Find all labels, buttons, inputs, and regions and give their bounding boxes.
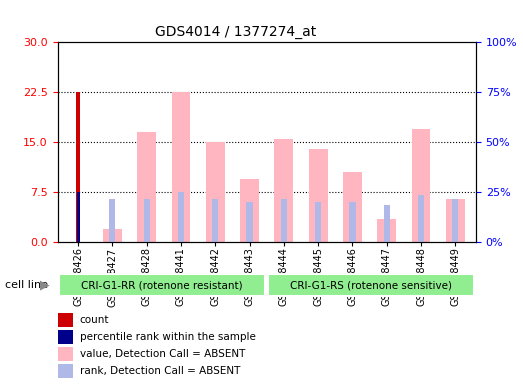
FancyBboxPatch shape (59, 274, 265, 296)
Bar (281, 199, 287, 242)
Bar (377, 218, 396, 242)
Bar (240, 179, 259, 242)
Text: value, Detection Call = ABSENT: value, Detection Call = ABSENT (79, 349, 245, 359)
Bar (137, 132, 156, 242)
Bar (452, 199, 459, 242)
Bar (343, 172, 362, 242)
Bar (212, 199, 219, 242)
Text: rank, Detection Call = ABSENT: rank, Detection Call = ABSENT (79, 366, 240, 376)
FancyBboxPatch shape (268, 274, 474, 296)
Text: count: count (79, 315, 109, 325)
Bar (58, 364, 73, 378)
Bar (349, 202, 356, 242)
Bar (76, 92, 81, 242)
Text: GDS4014 / 1377274_at: GDS4014 / 1377274_at (155, 25, 316, 39)
Text: cell line: cell line (5, 280, 48, 290)
Bar (58, 313, 73, 327)
Bar (309, 149, 327, 242)
Bar (206, 142, 225, 242)
Bar (446, 199, 465, 242)
Bar (178, 192, 184, 242)
Text: CRI-G1-RR (rotenone resistant): CRI-G1-RR (rotenone resistant) (81, 280, 243, 290)
Text: CRI-G1-RS (rotenone sensitive): CRI-G1-RS (rotenone sensitive) (290, 280, 452, 290)
Text: ▶: ▶ (40, 279, 50, 292)
Bar (412, 129, 430, 242)
Bar (144, 199, 150, 242)
Bar (172, 92, 190, 242)
Bar (76, 192, 79, 242)
Bar (109, 199, 116, 242)
Bar (58, 347, 73, 361)
Bar (246, 202, 253, 242)
Bar (103, 228, 122, 242)
Bar (315, 202, 321, 242)
Bar (275, 139, 293, 242)
Bar (418, 195, 424, 242)
Bar (58, 330, 73, 344)
Bar (384, 205, 390, 242)
Text: percentile rank within the sample: percentile rank within the sample (79, 332, 256, 342)
